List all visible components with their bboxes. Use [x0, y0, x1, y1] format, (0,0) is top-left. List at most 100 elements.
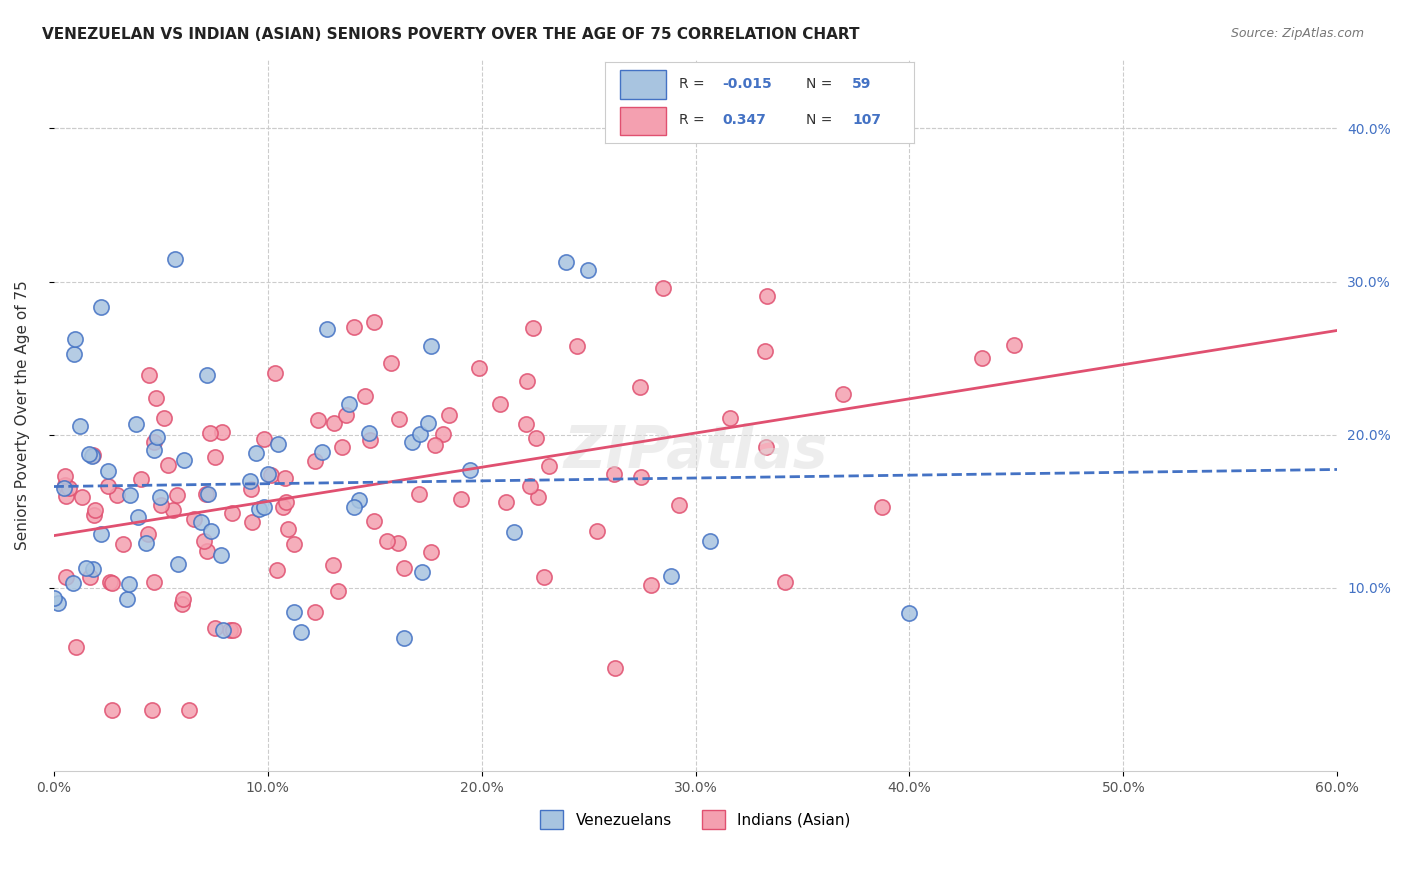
Point: [117, 591, 139, 606]
Text: ZIPatlas: ZIPatlas: [564, 423, 828, 480]
Point: [167, 557, 190, 571]
Point: [408, 427, 430, 442]
Point: [458, 463, 481, 477]
Point: [603, 467, 626, 482]
Point: [401, 435, 423, 450]
Point: [522, 321, 544, 335]
Point: [267, 437, 290, 451]
Point: [377, 534, 399, 549]
Point: [307, 413, 329, 427]
Point: [204, 621, 226, 635]
Point: [519, 479, 541, 493]
Point: [388, 412, 411, 426]
Point: [260, 467, 283, 482]
Point: [640, 578, 662, 592]
Legend: Venezuelans, Indians (Asian): Venezuelans, Indians (Asian): [534, 804, 856, 835]
Point: [62, 575, 84, 590]
Point: [425, 438, 447, 452]
Point: [253, 500, 276, 515]
Point: [263, 366, 285, 380]
Point: [55, 489, 77, 503]
Point: [219, 623, 242, 637]
Point: [316, 322, 339, 336]
Point: [240, 483, 263, 497]
Y-axis label: Seniors Poverty Over the Age of 75: Seniors Poverty Over the Age of 75: [15, 281, 30, 550]
Point: [193, 533, 215, 548]
Point: [503, 525, 526, 540]
Point: [97, 479, 120, 493]
Point: [495, 495, 517, 509]
Point: [311, 444, 333, 458]
Point: [197, 487, 219, 501]
Point: [328, 584, 350, 599]
Point: [239, 474, 262, 488]
Point: [204, 450, 226, 464]
Point: [58, 481, 80, 495]
Point: [304, 605, 326, 619]
Point: [489, 397, 512, 411]
Point: [322, 416, 344, 430]
Point: [100, 575, 122, 590]
Point: [240, 516, 263, 530]
Text: 107: 107: [852, 113, 882, 128]
Point: [75, 561, 97, 575]
Point: [353, 389, 375, 403]
Point: [46, 596, 69, 610]
Point: [105, 488, 128, 502]
Point: [392, 561, 415, 575]
Point: [322, 558, 344, 573]
Point: [55, 570, 77, 584]
Point: [363, 315, 385, 329]
Point: [253, 432, 276, 446]
Point: [515, 417, 537, 431]
Point: [337, 397, 360, 411]
Point: [290, 625, 312, 640]
Point: [359, 425, 381, 440]
Point: [335, 408, 357, 422]
Point: [408, 486, 430, 500]
Point: [84, 502, 107, 516]
Point: [420, 338, 443, 352]
Point: [554, 255, 576, 269]
Point: [266, 563, 288, 577]
Point: [125, 417, 148, 431]
Point: [77, 447, 100, 461]
Point: [190, 515, 212, 529]
Point: [832, 387, 855, 401]
Point: [153, 411, 176, 425]
Point: [156, 458, 179, 472]
Point: [450, 491, 472, 506]
Point: [70, 490, 93, 504]
Point: [349, 492, 371, 507]
Point: [363, 514, 385, 528]
Point: [172, 591, 194, 606]
Point: [516, 374, 538, 388]
Point: [131, 472, 153, 486]
Point: [142, 435, 165, 450]
Point: [533, 569, 555, 583]
Point: [603, 661, 626, 675]
Point: [149, 490, 172, 504]
Point: [53, 468, 76, 483]
Point: [195, 368, 218, 382]
Point: [432, 427, 454, 442]
Point: [142, 443, 165, 458]
Point: [83, 508, 105, 522]
Point: [82, 449, 104, 463]
Point: [69, 418, 91, 433]
Point: [138, 368, 160, 382]
Point: [100, 703, 122, 717]
Point: [135, 536, 157, 550]
Text: VENEZUELAN VS INDIAN (ASIAN) SENIORS POVERTY OVER THE AGE OF 75 CORRELATION CHAR: VENEZUELAN VS INDIAN (ASIAN) SENIORS POV…: [42, 27, 859, 42]
Point: [247, 502, 270, 516]
Point: [179, 703, 201, 717]
Point: [63, 332, 86, 346]
Text: 59: 59: [852, 77, 872, 91]
Point: [437, 408, 460, 422]
Text: N =: N =: [806, 77, 837, 91]
Point: [271, 500, 294, 514]
Point: [53, 478, 76, 492]
Point: [195, 544, 218, 558]
Point: [283, 537, 305, 551]
Point: [668, 498, 690, 512]
